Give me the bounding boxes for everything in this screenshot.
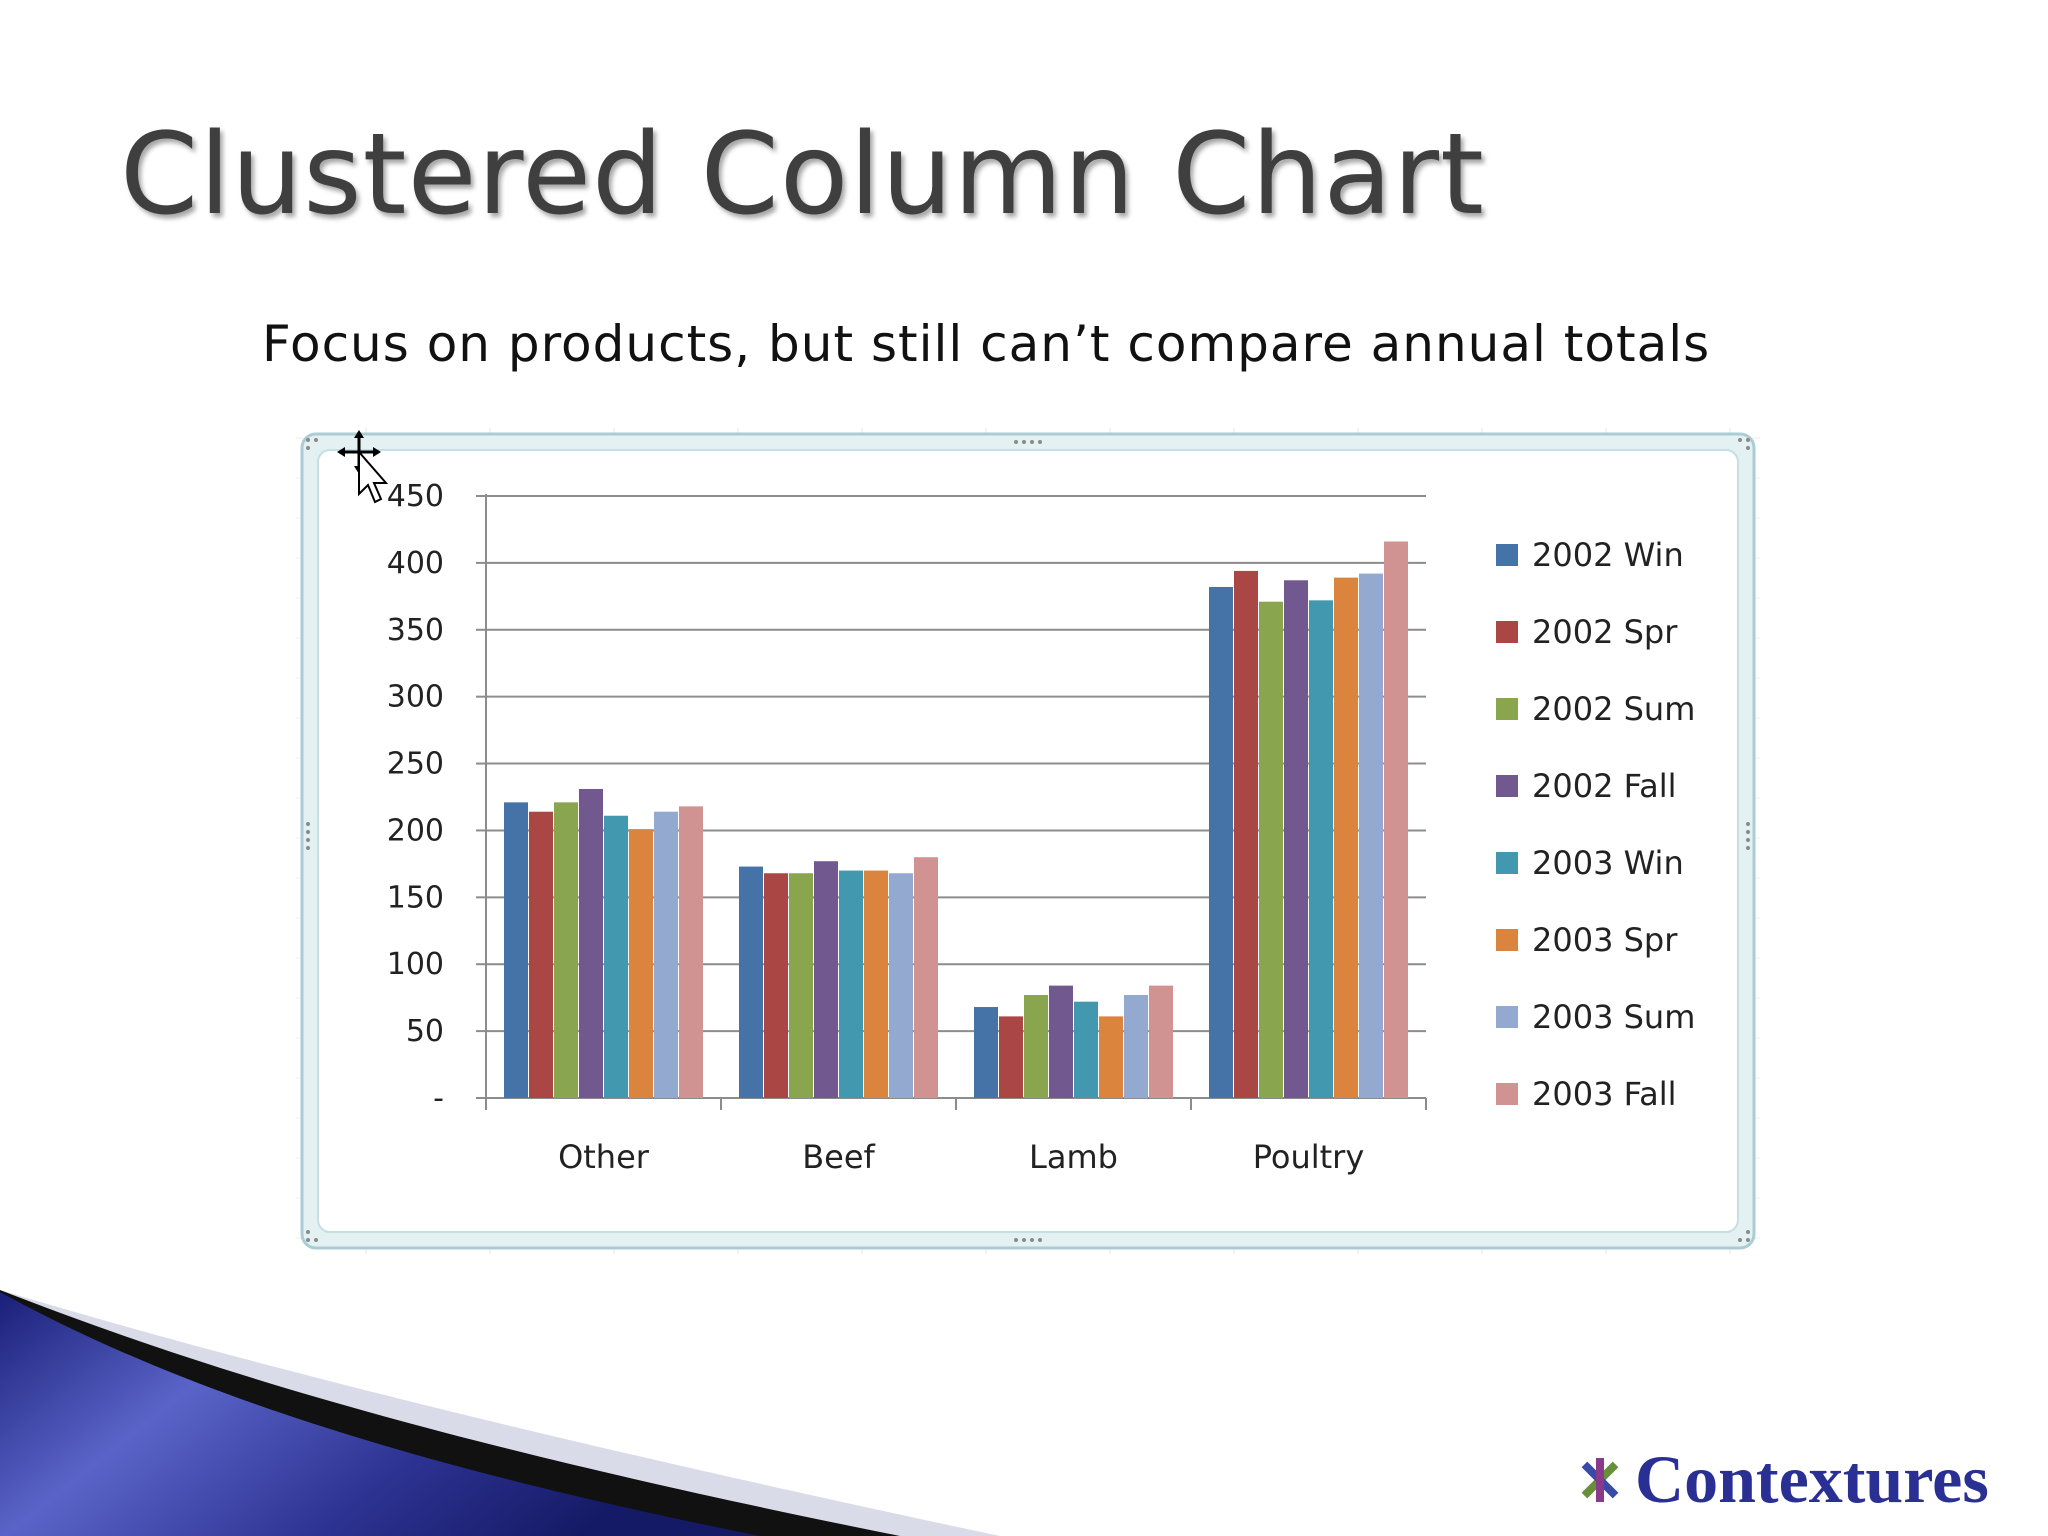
legend-label: 2003 Win [1532,844,1684,882]
plot-area[interactable]: - 50 100 150 200 250 300 350 400 450 Other Beef Lamb… [387,479,1427,1176]
bar-beef-2003-sum[interactable] [889,873,913,1098]
clustered-column-chart[interactable]: - 50 100 150 200 250 300 350 400 450 Other Beef Lamb… [296,428,1760,1254]
bar-poultry-2003-fall[interactable] [1384,541,1408,1098]
logo-text: Contextures [1635,1441,1989,1517]
y-tick-label: 450 [387,479,444,514]
bar-beef-2002-fall[interactable] [814,861,838,1098]
legend-swatch [1496,1083,1518,1105]
legend-item[interactable]: 2002 Fall [1496,767,1676,805]
legend-item[interactable]: 2003 Fall [1496,1075,1676,1113]
y-tick-label: 150 [387,880,444,915]
bar-beef-2003-win[interactable] [839,870,863,1098]
legend-item[interactable]: 2003 Sum [1496,998,1695,1036]
legend-item[interactable]: 2003 Spr [1496,921,1678,959]
legend-label: 2002 Win [1532,536,1684,574]
bar-lamb-2003-spr[interactable] [1099,1016,1123,1098]
resize-handle-bottom[interactable] [1014,1238,1042,1242]
contextures-logo: Contextures [1575,1440,1989,1519]
bar-other-2003-win[interactable] [604,815,628,1098]
legend-item[interactable]: 2003 Win [1496,844,1684,882]
bar-other-2002-spr[interactable] [529,811,553,1098]
slide-subtitle: Focus on products, but still can’t compa… [262,315,1711,373]
resize-handle-left[interactable] [306,822,310,850]
y-tick-label: 50 [406,1014,444,1049]
x-category-label: Other [558,1138,650,1176]
bar-poultry-2003-sum[interactable] [1359,573,1383,1098]
bar-poultry-2003-spr[interactable] [1334,577,1358,1098]
bar-other-2002-fall[interactable] [579,788,603,1098]
legend-swatch [1496,852,1518,874]
legend-label: 2002 Fall [1532,767,1676,805]
y-tick-label: 300 [387,680,444,715]
decorative-swoosh [0,1290,1000,1536]
legend-item[interactable]: 2002 Spr [1496,613,1678,651]
resize-handle-top[interactable] [1014,440,1042,444]
bar-beef-2002-win[interactable] [739,866,763,1098]
bar-lamb-2002-fall[interactable] [1049,985,1073,1098]
y-tick-label: - [433,1081,444,1116]
x-category-label: Beef [802,1138,875,1176]
bar-lamb-2003-fall[interactable] [1149,985,1173,1098]
legend-item[interactable]: 2002 Win [1496,536,1684,574]
legend-swatch [1496,544,1518,566]
bar-other-2003-fall[interactable] [679,806,703,1098]
y-tick-label: 350 [387,613,444,648]
y-tick-label: 100 [387,947,444,982]
bar-lamb-2003-win[interactable] [1074,1001,1098,1098]
legend-label: 2002 Spr [1532,613,1678,651]
legend-swatch [1496,775,1518,797]
bar-poultry-2002-win[interactable] [1209,586,1233,1098]
bar-other-2003-sum[interactable] [654,811,678,1098]
bar-beef-2003-spr[interactable] [864,870,888,1098]
x-category-label: Poultry [1253,1138,1365,1176]
asterisk-star-icon [1581,1457,1619,1502]
bar-poultry-2002-sum[interactable] [1259,601,1283,1098]
legend-label: 2003 Spr [1532,921,1678,959]
bar-lamb-2002-spr[interactable] [999,1016,1023,1098]
x-category-label: Lamb [1029,1138,1118,1176]
legend-swatch [1496,698,1518,720]
resize-handle-corners[interactable] [306,438,1750,1242]
legend-label: 2003 Sum [1532,998,1695,1036]
bar-poultry-2002-spr[interactable] [1234,570,1258,1098]
bar-lamb-2002-sum[interactable] [1024,994,1048,1098]
bar-beef-2002-sum[interactable] [789,873,813,1098]
bar-beef-2003-fall[interactable] [914,857,938,1098]
bar-other-2002-win[interactable] [504,802,528,1098]
legend-swatch [1496,621,1518,643]
bar-beef-2002-spr[interactable] [764,873,788,1098]
y-tick-label: 250 [387,747,444,782]
chart-frame[interactable]: - 50 100 150 200 250 300 350 400 450 Other Beef Lamb… [296,428,1760,1254]
bar-lamb-2002-win[interactable] [974,1007,998,1098]
legend-item[interactable]: 2002 Sum [1496,690,1695,728]
bar-lamb-2003-sum[interactable] [1124,994,1148,1098]
y-tick-label: 400 [387,546,444,581]
legend-swatch [1496,1006,1518,1028]
legend-swatch [1496,929,1518,951]
bar-poultry-2003-win[interactable] [1309,600,1333,1098]
chart-legend[interactable]: 2002 Win 2002 Spr 2002 Sum 2002 Fall 2003 Wi… [1496,536,1695,1113]
slide-title: Clustered Column Chart [120,110,1485,240]
legend-label: 2003 Fall [1532,1075,1676,1113]
bar-poultry-2002-fall[interactable] [1284,580,1308,1098]
y-tick-label: 200 [387,813,444,848]
resize-handles[interactable] [306,438,1750,1242]
bar-other-2003-spr[interactable] [629,829,653,1098]
move-cursor-icon [337,430,389,504]
bar-other-2002-sum[interactable] [554,802,578,1098]
resize-handle-right[interactable] [1746,822,1750,850]
legend-label: 2002 Sum [1532,690,1695,728]
